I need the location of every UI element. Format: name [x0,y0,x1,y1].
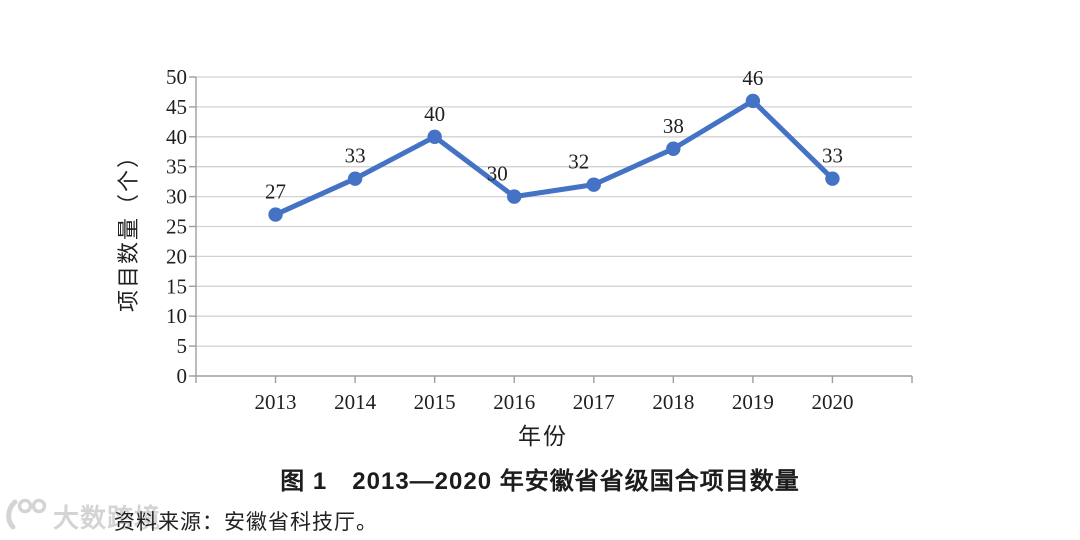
data-label: 32 [568,150,589,174]
data-label: 38 [663,114,684,138]
x-tick-label: 2016 [493,390,535,414]
data-point [268,207,283,222]
x-tick-label: 2017 [573,390,615,414]
y-tick-label: 5 [177,334,188,358]
y-tick-label: 25 [166,215,187,239]
y-tick-label: 50 [166,65,187,89]
x-tick-label: 2019 [732,390,774,414]
data-label: 30 [487,162,508,186]
figure-caption: 图 1 2013—2020 年安徽省省级国合项目数量 [280,468,800,495]
data-label: 46 [742,66,763,90]
x-tick-label: 2014 [334,390,377,414]
y-tick-label: 35 [166,155,187,179]
y-tick-labels: 0 5 10 15 20 25 30 35 40 45 50 [166,65,187,388]
axes [189,76,913,383]
watermark-logo-icon [3,497,49,536]
data-labels: 27 33 40 30 32 38 46 33 [265,66,843,204]
series-markers [268,93,840,222]
data-point [666,141,681,156]
series-line [273,98,835,218]
y-tick-label: 40 [166,125,187,149]
source-note: 资料来源：安徽省科技厅。 [114,510,378,534]
y-tick-label: 45 [166,95,187,119]
data-point [347,171,363,186]
y-tick-label: 15 [166,274,187,298]
x-tick-label: 2020 [811,390,853,414]
x-tick-label: 2015 [414,390,456,414]
data-label: 27 [265,180,286,204]
data-label: 40 [424,102,445,126]
data-label: 33 [345,144,366,168]
gridlines [196,76,912,347]
data-point [427,129,442,144]
x-tick-labels: 2013 2014 2015 2016 2017 2018 2019 2020 [255,390,854,414]
y-axis-title: 项目数量（个） [116,143,141,313]
x-tick-label: 2018 [652,390,694,414]
y-tick-label: 20 [166,244,187,268]
data-label: 33 [822,144,843,168]
data-point [507,189,522,204]
x-tick-label: 2013 [255,390,297,414]
y-tick-label: 0 [177,364,188,388]
y-tick-label: 10 [166,304,187,328]
watermark-text: 大数跨境 [53,503,162,533]
data-point [825,171,840,186]
data-point [586,177,601,192]
data-point [745,93,761,109]
x-axis-title: 年份 [518,424,568,449]
y-tick-label: 30 [166,185,187,209]
watermark: 大数跨境 [3,497,161,536]
